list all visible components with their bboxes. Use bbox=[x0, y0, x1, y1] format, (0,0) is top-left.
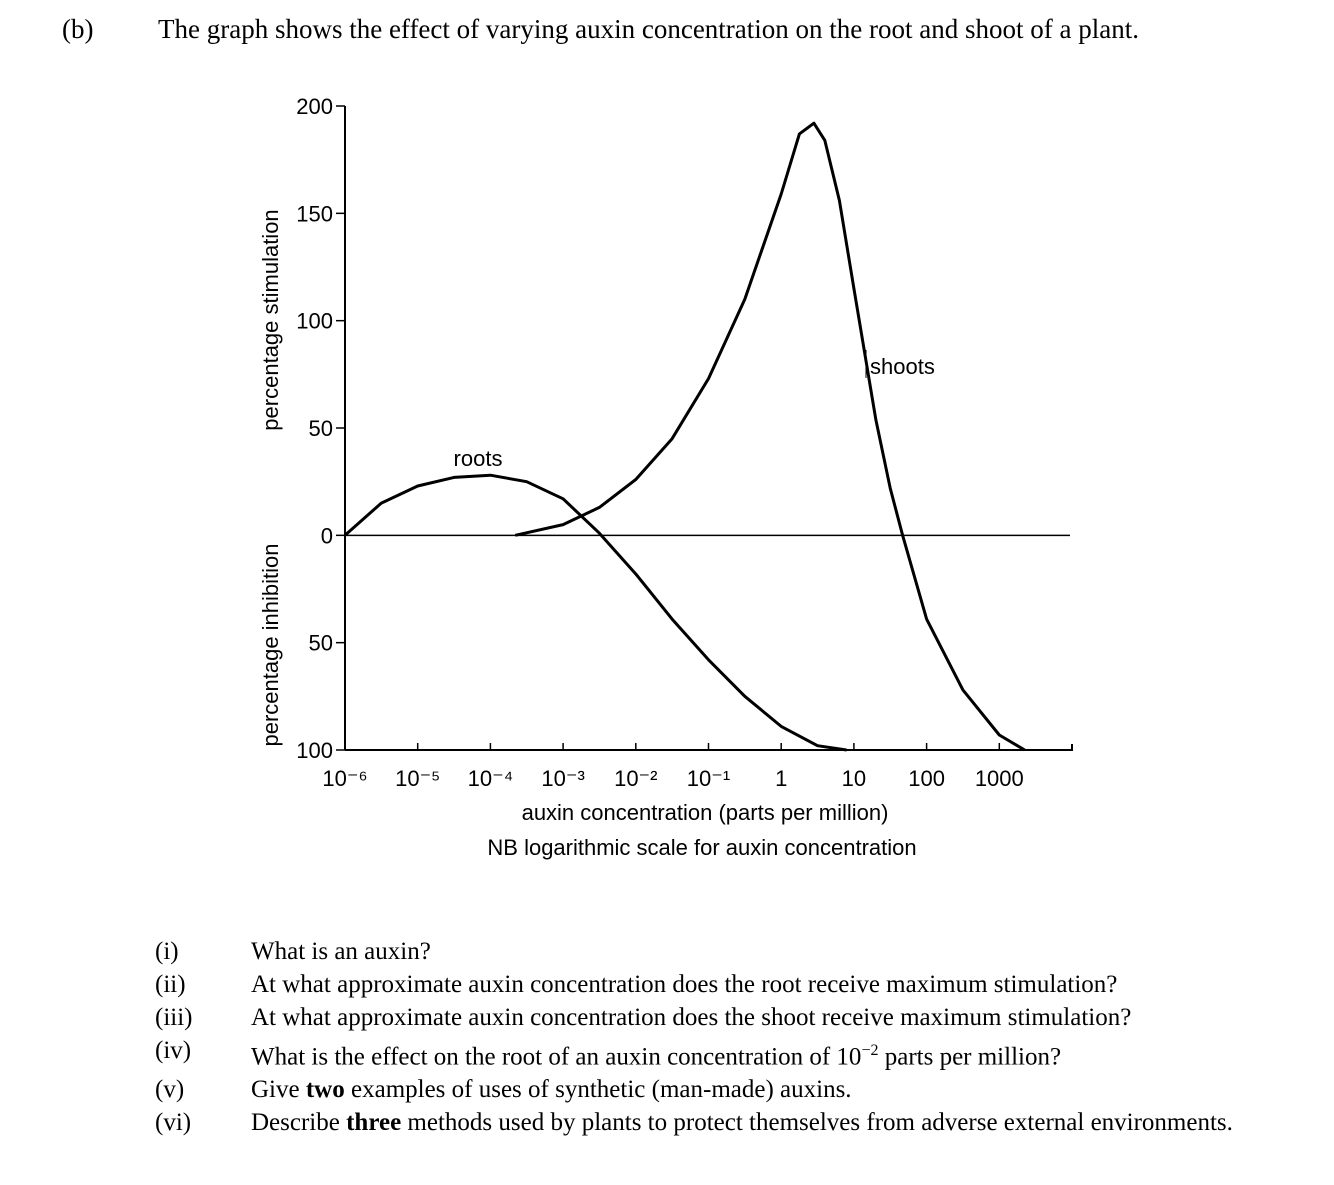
x-tick-label: 10⁻¹ bbox=[687, 766, 730, 791]
x-tick-label: 10⁻⁶ bbox=[322, 766, 367, 791]
question: (i) What is an auxin? bbox=[155, 935, 1261, 968]
y-label: percentage stimulation bbox=[258, 209, 283, 430]
bold-text: three bbox=[346, 1109, 402, 1137]
y-label: percentage inhibition bbox=[258, 543, 283, 746]
x-tick-label: 10⁻⁴ bbox=[468, 766, 514, 791]
y-tick-label: 100 bbox=[296, 309, 333, 334]
x-tick-label: 1000 bbox=[975, 766, 1024, 791]
y-tick-label: 50 bbox=[309, 631, 333, 656]
x-tick-label: 10⁻² bbox=[614, 766, 657, 791]
x-tick-label: 10 bbox=[842, 766, 866, 791]
series-line bbox=[344, 473, 847, 752]
text: methods used by plants to protect themse… bbox=[401, 1109, 1233, 1137]
text: examples of uses of synthetic (man-made)… bbox=[344, 1076, 852, 1104]
x-axis bbox=[345, 744, 1073, 751]
text: Give bbox=[251, 1076, 306, 1104]
x-tick-label: 10⁻³ bbox=[541, 766, 584, 791]
question-text: What is an auxin? bbox=[251, 938, 431, 965]
question-text: Describe three methods used by plants to… bbox=[251, 1106, 1261, 1139]
text: Describe bbox=[251, 1109, 347, 1137]
question-number: (ii) bbox=[155, 971, 186, 998]
x-label: auxin concentration (parts per million) bbox=[522, 800, 889, 825]
question-number: (v) bbox=[155, 1076, 185, 1104]
x-tick-label: 1 bbox=[775, 766, 787, 791]
series-label: shoots bbox=[870, 354, 935, 379]
question-number: (i) bbox=[155, 938, 179, 965]
questions: (i) What is an auxin? (ii) At what approxi… bbox=[155, 935, 1261, 1139]
y-tick-label: 100 bbox=[296, 738, 333, 763]
question-number: (iii) bbox=[155, 1004, 193, 1031]
question-number: (iv) bbox=[155, 1037, 192, 1064]
series-line bbox=[514, 121, 1026, 752]
x-tick-label: 10⁻⁵ bbox=[395, 766, 440, 791]
question: (v) Give two examples of uses of syntheti… bbox=[155, 1073, 1261, 1106]
text: What is the effect on the root of an aux… bbox=[251, 1043, 862, 1071]
question-text: At what approximate auxin concentration … bbox=[251, 971, 1118, 998]
question-text: What is the effect on the root of an aux… bbox=[251, 1034, 1261, 1073]
x-note: NB logarithmic scale for auxin concentra… bbox=[487, 835, 916, 860]
superscript: −2 bbox=[861, 1042, 879, 1059]
y-tick-label: 0 bbox=[321, 523, 333, 548]
series-label: roots bbox=[454, 446, 503, 471]
text: parts per million? bbox=[878, 1043, 1062, 1071]
chart: percentage stimulation percentage inhibi… bbox=[258, 94, 1073, 860]
question: (iv) What is the effect on the root of an… bbox=[155, 1034, 1261, 1073]
question: (iii) At what approximate auxin concentra… bbox=[155, 1001, 1261, 1034]
y-tick-label: 150 bbox=[296, 201, 333, 226]
question: (vi) Describe three methods used by plant… bbox=[155, 1106, 1261, 1139]
y-tick-label: 50 bbox=[309, 416, 333, 441]
question-number: (vi) bbox=[155, 1109, 192, 1137]
question-text: Give two examples of uses of synthetic (… bbox=[251, 1073, 1261, 1106]
part-label: (b) bbox=[62, 14, 94, 44]
question-text: At what approximate auxin concentration … bbox=[251, 1004, 1132, 1031]
y-tick-label: 200 bbox=[296, 94, 333, 119]
bold-text: two bbox=[305, 1076, 345, 1104]
intro-text: The graph shows the effect of varying au… bbox=[158, 14, 1139, 44]
question: (ii) At what approximate auxin concentrat… bbox=[155, 968, 1261, 1001]
x-tick-label: 100 bbox=[908, 766, 945, 791]
